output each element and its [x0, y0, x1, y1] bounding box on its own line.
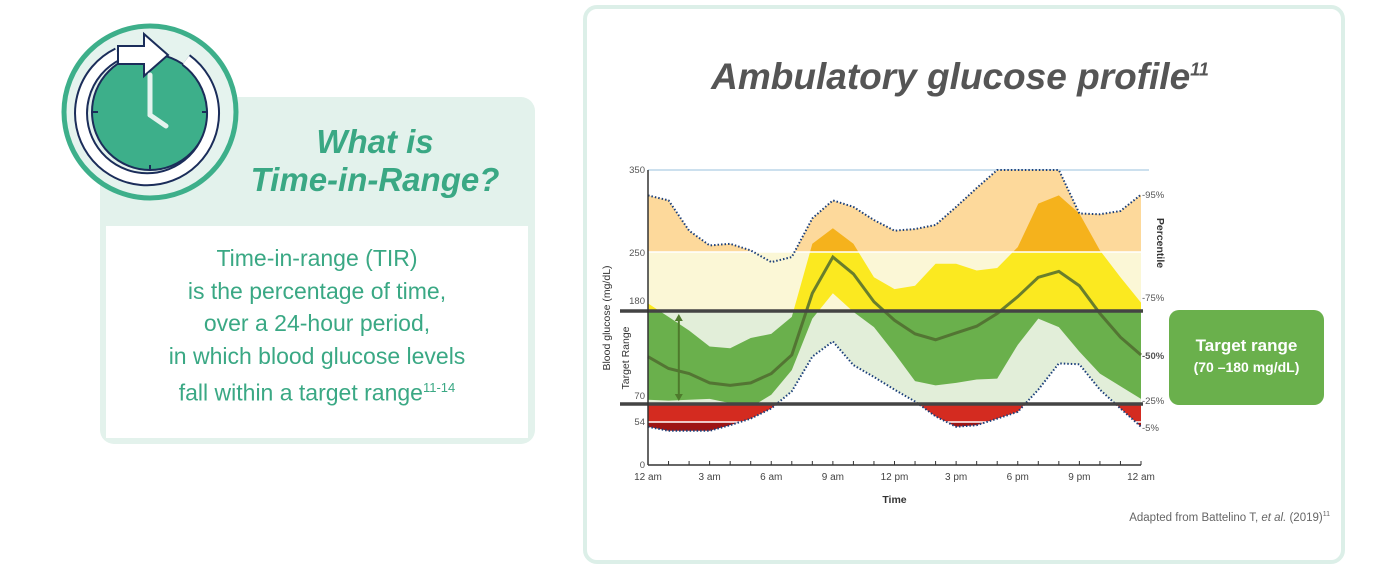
x-tick-label: 9 pm: [1068, 472, 1090, 483]
clock-refresh-icon: [61, 23, 239, 201]
target-range-box: Target range (70 –180 mg/dL): [1169, 310, 1324, 405]
x-tick-label: 12 am: [1127, 472, 1155, 483]
arrow-head-down: [674, 394, 683, 401]
tir-line: in which blood glucose levels: [168, 342, 466, 369]
y-tick-label: 0: [640, 460, 645, 471]
percentile-label-75: -75%: [1142, 293, 1165, 304]
x-tick-label: 9 am: [822, 472, 844, 483]
x-axis-title: Time: [882, 494, 906, 506]
tir-line: Time-in-range (TIR): [216, 245, 418, 271]
percentile-label-25: -25%: [1142, 396, 1165, 407]
y-axis-title: Blood glucose (mg/dL): [601, 265, 613, 370]
tir-title-line2: Time-in-Range?: [250, 161, 500, 198]
y-tick-label: 350: [629, 165, 645, 176]
reference: 11: [1190, 59, 1209, 80]
reference: 11-14: [422, 380, 456, 395]
y-tick-label: 70: [634, 391, 645, 402]
y-tick-label: 250: [629, 248, 645, 259]
outer-band-very-high: [648, 170, 1141, 252]
median-line: [647, 254, 1142, 387]
tir-line: fall within a target range11-14: [178, 379, 456, 406]
x-tick-label: 12 pm: [881, 472, 909, 483]
target-range-axis-label: Target Range: [620, 326, 632, 389]
tir-title-line1: What is: [316, 123, 434, 160]
outer-band-low: [648, 404, 1141, 422]
percentile-label-50: -50%: [1142, 351, 1165, 362]
y-tick-label: 180: [629, 296, 645, 307]
source-caption: Adapted from Battelino T, et al. (2019)1…: [1129, 511, 1330, 524]
tir-definition-text: Time-in-range (TIR) is the percentage of…: [106, 242, 528, 409]
x-tick-label: 6 am: [760, 472, 782, 483]
arrow-head-up: [674, 314, 683, 321]
inner-band-very-high: [810, 195, 1102, 252]
percentile-label-95: -95%: [1142, 190, 1165, 201]
x-tick-label: 3 am: [699, 472, 721, 483]
x-tick-label: 3 pm: [945, 472, 967, 483]
percentile-label-5: -5%: [1142, 423, 1159, 434]
x-tick-label: 12 am: [634, 472, 662, 483]
inner-band-in-range: [648, 311, 1141, 404]
percentile-axis-label: Percentile: [1154, 218, 1166, 268]
x-tick-label: 6 pm: [1007, 472, 1029, 483]
agp-card: [583, 5, 1345, 564]
agp-title: Ambulatory glucose profile11: [711, 56, 1209, 97]
tir-definition-box: [106, 226, 528, 438]
tir-line: is the percentage of time,: [187, 277, 447, 304]
tir-line: over a 24-hour period,: [203, 310, 431, 336]
target-range-values: (70 –180 mg/dL): [1193, 359, 1300, 375]
y-tick-label: 54: [634, 417, 645, 428]
target-range-label: Target range: [1195, 336, 1298, 355]
